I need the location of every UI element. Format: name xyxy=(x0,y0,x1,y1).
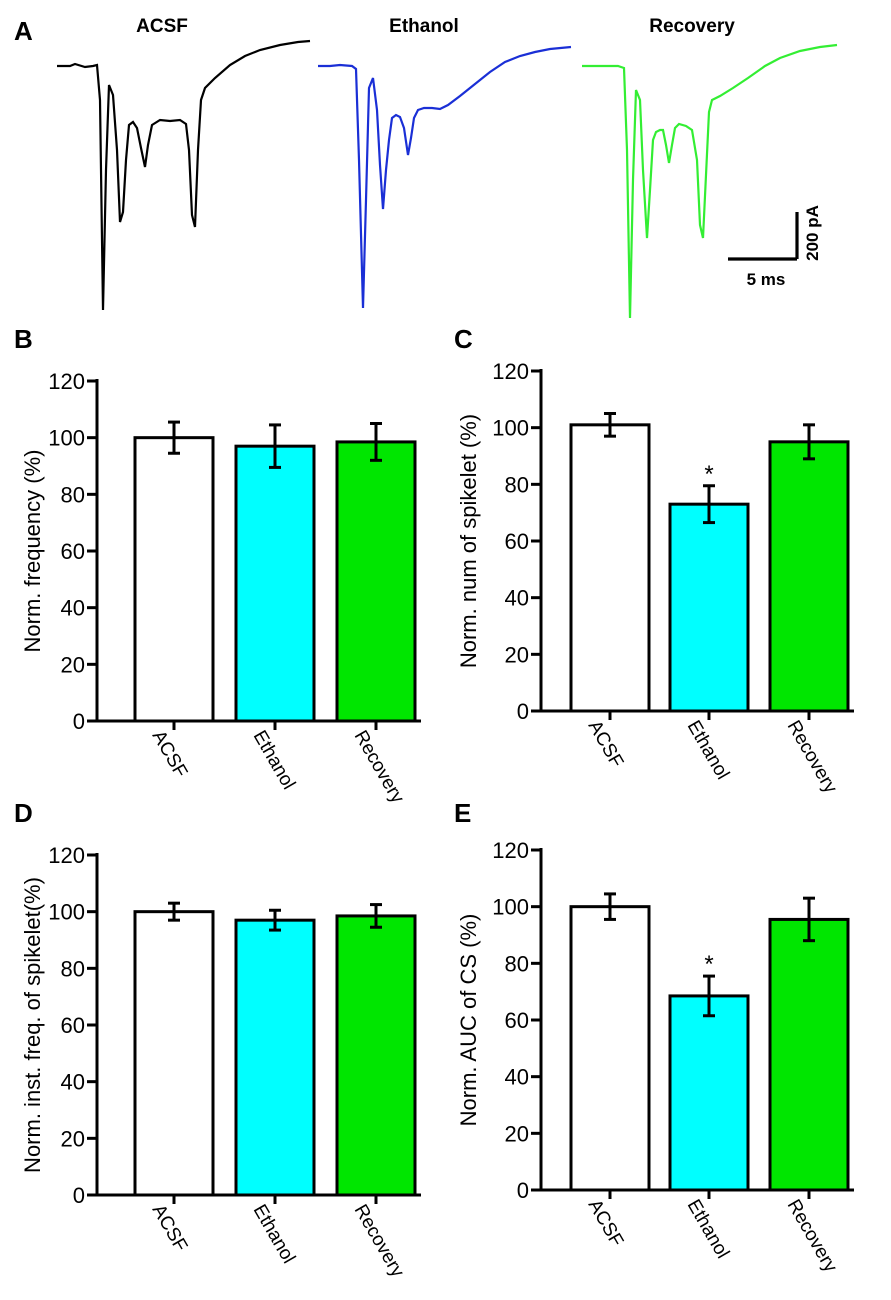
chart-c-bar-ethanol xyxy=(668,502,750,713)
panel-b: B 0 20 40 60 80 100 120 Norm. frequency (%) ACSF… xyxy=(14,324,421,807)
panel-label-c: C xyxy=(454,324,473,354)
chart-b-y-axis-title: Norm. frequency (%) xyxy=(20,450,45,653)
chart-d-bar-acsf xyxy=(133,910,215,1197)
chart-b-bar-recovery xyxy=(335,440,417,723)
chart-c-significance-marker: * xyxy=(704,461,713,488)
panel-label-d: D xyxy=(14,798,33,828)
chart-c-y-tick-label: 60 xyxy=(505,529,529,554)
chart-e-category-label-ethanol: Ethanol xyxy=(683,1196,733,1262)
chart-c-y-tick-label: 120 xyxy=(492,359,529,384)
chart-c-y-tick-label: 80 xyxy=(505,472,529,497)
chart-e-y-axis-title: Norm. AUC of CS (%) xyxy=(456,914,481,1127)
chart-b-category-label-acsf: ACSF xyxy=(148,727,192,781)
chart-e-significance-marker: * xyxy=(704,951,713,978)
chart-e-y-tick-label: 80 xyxy=(505,951,529,976)
chart-c-y-tick-label: 20 xyxy=(505,642,529,667)
panel-label-e: E xyxy=(454,798,471,828)
chart-d-y-tick-label: 120 xyxy=(48,843,85,868)
trace-title-acsf: ACSF xyxy=(136,16,188,37)
chart-c-bar-acsf xyxy=(569,423,651,713)
chart-e-category-label-recovery: Recovery xyxy=(783,1196,842,1276)
chart-d-category-label-ethanol: Ethanol xyxy=(249,1201,299,1267)
chart-e-y-tick-label: 100 xyxy=(492,895,529,920)
chart-e-bar-ethanol xyxy=(668,994,750,1192)
chart-d-y-axis-title: Norm. inst. freq. of spikelet(%) xyxy=(20,877,45,1173)
panel-label-b: B xyxy=(14,324,33,354)
chart-e-bar-acsf xyxy=(569,905,651,1192)
panel-a: A ACSF Ethanol Recovery 200 pA 5 ms xyxy=(14,16,838,319)
panel-e: E 0 20 40 60 80 100 120 Norm. AUC of CS (%) ACSF… xyxy=(454,798,854,1276)
chart-d-y-tick-label: 20 xyxy=(61,1126,85,1151)
chart-c-y-tick-label: 40 xyxy=(505,586,529,611)
chart-e-y-tick-label: 20 xyxy=(505,1121,529,1146)
panel-c: C 0 20 40 60 80 100 120 Norm. num of spikelet (… xyxy=(454,324,854,797)
trace-title-recovery: Recovery xyxy=(649,16,735,37)
chart-c-y-axis-title: Norm. num of spikelet (%) xyxy=(456,414,481,668)
chart-e-y-tick-label: 0 xyxy=(517,1178,529,1203)
chart-b-y-tick-label: 120 xyxy=(48,369,85,394)
chart-b-bar-ethanol xyxy=(234,444,316,723)
scale-label-time: 5 ms xyxy=(747,270,786,289)
chart-e-y-tick-label: 40 xyxy=(505,1065,529,1090)
chart-c-category-label-ethanol: Ethanol xyxy=(683,717,733,783)
trace-acsf xyxy=(57,39,311,311)
trace-title-ethanol: Ethanol xyxy=(389,16,459,37)
chart-c-y-tick-label: 100 xyxy=(492,416,529,441)
chart-d-y-tick-label: 80 xyxy=(61,956,85,981)
chart-b-y-tick-label: 80 xyxy=(61,482,85,507)
chart-c-category-label-acsf: ACSF xyxy=(584,717,628,771)
scale-bar: 200 pA 5 ms xyxy=(728,205,822,289)
chart-d-bar-ethanol xyxy=(234,918,316,1197)
chart-b-bar-acsf xyxy=(133,436,215,723)
chart-d-y-tick-label: 40 xyxy=(61,1070,85,1095)
chart-b-y-tick-label: 100 xyxy=(48,426,85,451)
chart-b-y-tick-label: 0 xyxy=(73,709,85,734)
chart-e-y-tick-label: 60 xyxy=(505,1008,529,1033)
chart-b-y-tick-label: 60 xyxy=(61,539,85,564)
chart-b-y-tick-label: 20 xyxy=(61,652,85,677)
panel-label-a: A xyxy=(14,16,33,46)
chart-b-category-label-ethanol: Ethanol xyxy=(249,727,299,793)
chart-e-bar-recovery xyxy=(768,917,850,1192)
chart-b-y-tick-label: 40 xyxy=(61,596,85,621)
chart-d-category-label-recovery: Recovery xyxy=(350,1201,409,1281)
chart-c-y-tick-label: 0 xyxy=(517,699,529,724)
trace-recovery xyxy=(582,43,838,319)
chart-c-bar-recovery xyxy=(768,440,850,713)
chart-d-y-tick-label: 100 xyxy=(48,900,85,925)
chart-e-y-tick-label: 120 xyxy=(492,838,529,863)
chart-d-category-label-acsf: ACSF xyxy=(148,1201,192,1255)
chart-e-category-label-acsf: ACSF xyxy=(584,1196,628,1250)
trace-ethanol xyxy=(318,45,572,309)
chart-b-category-label-recovery: Recovery xyxy=(350,727,409,807)
chart-d-bar-recovery xyxy=(335,914,417,1197)
scale-label-current: 200 pA xyxy=(803,205,822,261)
chart-c-category-label-recovery: Recovery xyxy=(783,717,842,797)
chart-d-y-tick-label: 0 xyxy=(73,1183,85,1208)
chart-d-y-tick-label: 60 xyxy=(61,1013,85,1038)
